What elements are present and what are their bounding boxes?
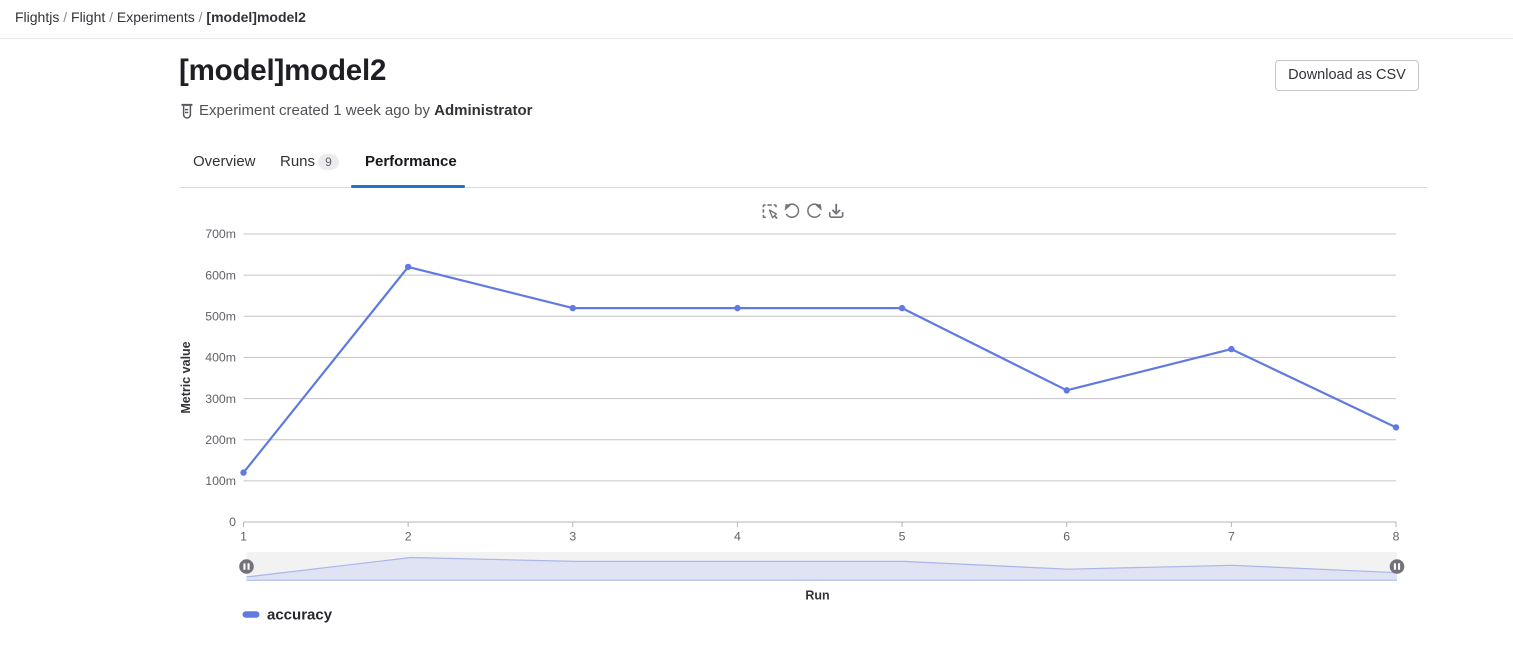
svg-text:7: 7	[1228, 530, 1235, 544]
svg-text:1: 1	[240, 530, 247, 544]
svg-text:0: 0	[229, 515, 236, 529]
svg-text:600m: 600m	[205, 268, 236, 282]
svg-text:700m: 700m	[205, 227, 236, 241]
svg-text:2: 2	[405, 530, 412, 544]
svg-text:accuracy: accuracy	[267, 607, 333, 624]
svg-text:Metric value: Metric value	[179, 341, 193, 413]
svg-text:5: 5	[899, 530, 906, 544]
svg-text:400m: 400m	[205, 351, 236, 365]
svg-text:8: 8	[1393, 530, 1400, 544]
svg-text:500m: 500m	[205, 310, 236, 324]
svg-text:100m: 100m	[205, 474, 236, 488]
svg-text:300m: 300m	[205, 392, 236, 406]
svg-text:6: 6	[1063, 530, 1070, 544]
svg-text:Run: Run	[805, 589, 829, 603]
svg-text:4: 4	[734, 530, 741, 544]
svg-text:3: 3	[569, 530, 576, 544]
svg-text:200m: 200m	[205, 433, 236, 447]
